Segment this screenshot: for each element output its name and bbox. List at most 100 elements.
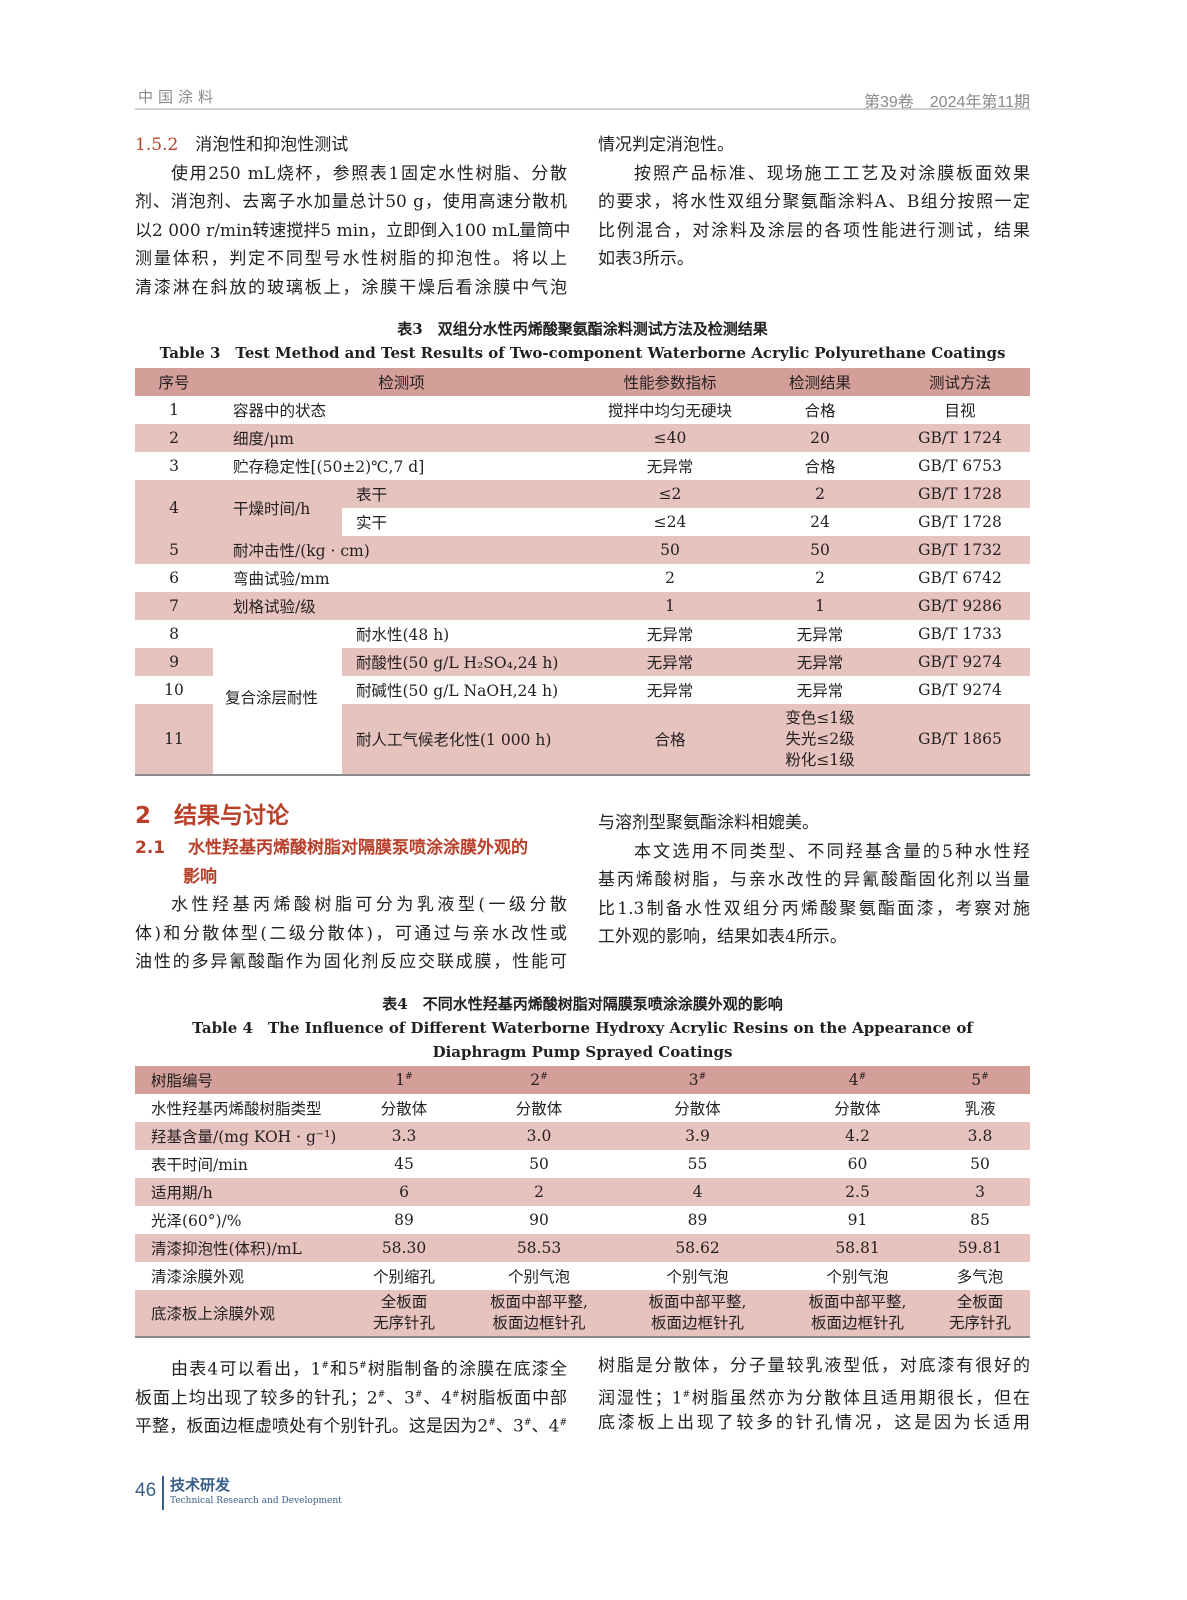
text-line: 剂、消泡剂、去离子水加量总计50 g，使用高速分散机	[135, 192, 567, 212]
text-line: 树脂是分散体，分子量较乳液型低，对底漆有很好的	[598, 1356, 1030, 1376]
table-row: 光泽(60°)/% 89 90 89 91 85	[135, 1206, 1030, 1234]
cell-spec: ≤2	[658, 485, 682, 503]
cell-method: GB/T 9286	[918, 597, 1002, 615]
right-column-top: 情况判定消泡性。 按照产品标准、现场施工工艺及对涂膜板面效果 的要求，将水性双组…	[598, 131, 1030, 274]
section-heading: 2 结果与讨论	[135, 798, 567, 834]
cell-result: 1	[815, 597, 825, 615]
cell-value: 3.8	[967, 1127, 993, 1145]
cell-no: 10	[164, 681, 184, 699]
table3: 序号 检测项 性能参数指标 检测结果 测试方法 1 容器中的状态 搅拌中均匀无硬…	[135, 368, 1030, 776]
text-line: 比例混合，对涂料及涂层的各项性能进行测试，结果	[598, 220, 1030, 241]
subsection-number: 2.1	[135, 838, 166, 858]
cell-value: 90	[529, 1211, 549, 1229]
cell-spec: 2	[665, 569, 675, 587]
cell-result: 变色≤1级 失光≤2级 粉化≤1级	[750, 704, 890, 775]
cell-item: 容器中的状态	[233, 402, 327, 420]
text-line: 情况判定消泡性。	[598, 135, 734, 155]
cell-line: 无序针孔	[372, 1314, 435, 1332]
cell-no: 9	[169, 653, 179, 671]
cell-value: 乳液	[964, 1100, 996, 1118]
cell-line: 板面中部平整,	[490, 1293, 588, 1311]
cell-no: 4	[135, 480, 213, 536]
cell-method: GB/T 9274	[918, 681, 1002, 699]
cell-value: 58.81	[835, 1239, 880, 1257]
text-line: 如表3所示。	[598, 249, 694, 269]
table-row: 8 复合涂层耐性 耐水性(48 h) 无异常 无异常 GB/T 1733	[135, 620, 1030, 776]
cell-method: GB/T 1865	[918, 730, 1002, 748]
footer-section-cn: 技术研发	[170, 1476, 231, 1494]
table-row: 清漆抑泡性(体积)/mL 58.30 58.53 58.62 58.81 59.81	[135, 1234, 1030, 1262]
cell-method: GB/T 9274	[918, 653, 1002, 671]
cell-spec: 无异常	[646, 626, 694, 644]
cell-result: 合格	[804, 402, 836, 420]
right-column-bottom: 树脂是分散体，分子量较乳液型低，对底漆有很好的 润湿性；1#树脂虽然亦为分散体且…	[598, 1352, 1030, 1438]
table3-caption-en: Table 3 Test Method and Test Results of …	[159, 344, 1006, 362]
cell-spec: ≤40	[653, 429, 687, 447]
row-label: 底漆板上涂膜外观	[151, 1305, 276, 1323]
table-row: 3 贮存稳定性[(50±2)℃,7 d] 无异常 合格 GB/T 6753	[135, 452, 1030, 480]
cell-result: 无异常	[796, 682, 844, 700]
cell-value: 58.53	[516, 1239, 562, 1257]
row-label: 清漆抑泡性(体积)/mL	[151, 1240, 302, 1258]
cell-value: 58.30	[381, 1239, 427, 1257]
column-header: 4#	[848, 1071, 867, 1089]
cell-spec: 1	[665, 597, 675, 615]
section-title: 结果与讨论	[174, 803, 290, 829]
cell-value: 分散体	[380, 1100, 428, 1118]
table-row: 底漆板上涂膜外观 全板面 无序针孔 板面中部平整, 板面边框针孔 板面中部平整, 板面边框针…	[135, 1290, 1030, 1337]
cell-line: 板面边框针孔	[650, 1314, 744, 1332]
cell-line: 无序针孔	[948, 1314, 1011, 1332]
cell-result: 无异常	[796, 626, 844, 644]
row-label: 光泽(60°)/%	[151, 1212, 242, 1230]
cell-spec: 无异常	[646, 654, 694, 672]
text-line: 基丙烯酸树脂，与亲水改性的异氰酸酯固化剂以当量	[598, 870, 1030, 890]
result-line: 粉化≤1级	[785, 750, 855, 769]
text-line: 板面上均出现了较多的针孔；2#、3#、4#树脂板面中部	[135, 1388, 567, 1409]
subsection-heading: 2.1 水性羟基丙烯酸树脂对隔膜泵喷涂涂膜外观的	[135, 834, 567, 863]
cell-value: 全板面 无序针孔	[930, 1290, 1030, 1337]
cell-result: 合格	[804, 458, 836, 476]
cell-no: 8	[169, 625, 179, 643]
cell-item: 干燥时间/h	[213, 480, 342, 536]
table-row: 适用期/h 6 2 4 2.5 3	[135, 1178, 1030, 1206]
table-row: 2 细度/μm ≤40 20 GB/T 1724	[135, 424, 1030, 452]
cell-method: GB/T 1724	[918, 429, 1002, 447]
table4-caption-en: Table 4 The Influence of Different Water…	[192, 1019, 973, 1037]
cell-value: 3	[975, 1183, 985, 1201]
cell-no: 5	[169, 541, 179, 559]
cell-value: 89	[687, 1211, 708, 1229]
cell-subitem: 耐碱性(50 g/L NaOH,24 h)	[356, 682, 559, 700]
column-header: 5#	[971, 1071, 989, 1089]
cell-subitem: 耐水性(48 h)	[356, 626, 450, 644]
issue-info: 第39卷 2024年第11期	[863, 94, 1030, 111]
table-row: 羟基含量/(mg KOH · g⁻¹) 3.3 3.0 3.9 4.2 3.8	[135, 1122, 1030, 1150]
text-line: 水性羟基丙烯酸树脂可分为乳液型(一级分散	[171, 895, 567, 915]
text-line: 润湿性；1#树脂虽然亦为分散体且适用期很长，但在	[598, 1388, 1030, 1409]
text-line: 由表4可以看出，1#和5#树脂制备的涂膜在底漆全	[171, 1359, 567, 1380]
cell-item: 贮存稳定性[(50±2)℃,7 d]	[233, 458, 425, 476]
cell-value: 全板面 无序针孔	[340, 1290, 468, 1337]
subsection-number: 1.5.2	[135, 135, 179, 155]
cell-item: 耐冲击性/(kg · cm)	[233, 542, 370, 560]
table4-caption-en-cont: Diaphragm Pump Sprayed Coatings	[432, 1043, 733, 1061]
cell-value: 分散体	[834, 1100, 881, 1118]
right-column-mid: 与溶剂型聚氨酯涂料相媲美。 本文选用不同类型、不同羟基含量的5种水性羟 基丙烯酸…	[598, 809, 1030, 952]
cell-subitem: 表干	[356, 486, 388, 504]
cell-no: 1	[169, 401, 179, 419]
cell-value: 45	[394, 1155, 414, 1173]
cell-spec: ≤24	[653, 513, 687, 531]
text-line: 测量体积，判定不同型号水性树脂的抑泡性。将以上	[135, 249, 567, 269]
cell-subitem: 耐酸性(50 g/L H₂SO₄,24 h)	[356, 654, 559, 672]
cell-no: 3	[169, 457, 179, 475]
subsection-title-cont: 影响	[183, 866, 217, 887]
cell-value: 91	[847, 1211, 868, 1229]
row-label: 水性羟基丙烯酸树脂类型	[151, 1100, 322, 1118]
table-row: 实干 ≤24 24 GB/T 1728	[135, 508, 1030, 536]
text-line: 工外观的影响，结果如表4所示。	[598, 927, 847, 947]
section-number: 2	[135, 803, 152, 829]
left-column-top: 1.5.2 消泡性和抑泡性测试 使用250 mL烧杯，参照表1固定水性树脂、分散…	[135, 131, 570, 302]
cell-result: 50	[810, 541, 830, 559]
cell-spec: 搅拌中均匀无硬块	[607, 402, 732, 420]
text-line: 清漆淋在斜放的玻璃板上，涂膜干燥后看涂膜中气泡	[135, 277, 567, 298]
